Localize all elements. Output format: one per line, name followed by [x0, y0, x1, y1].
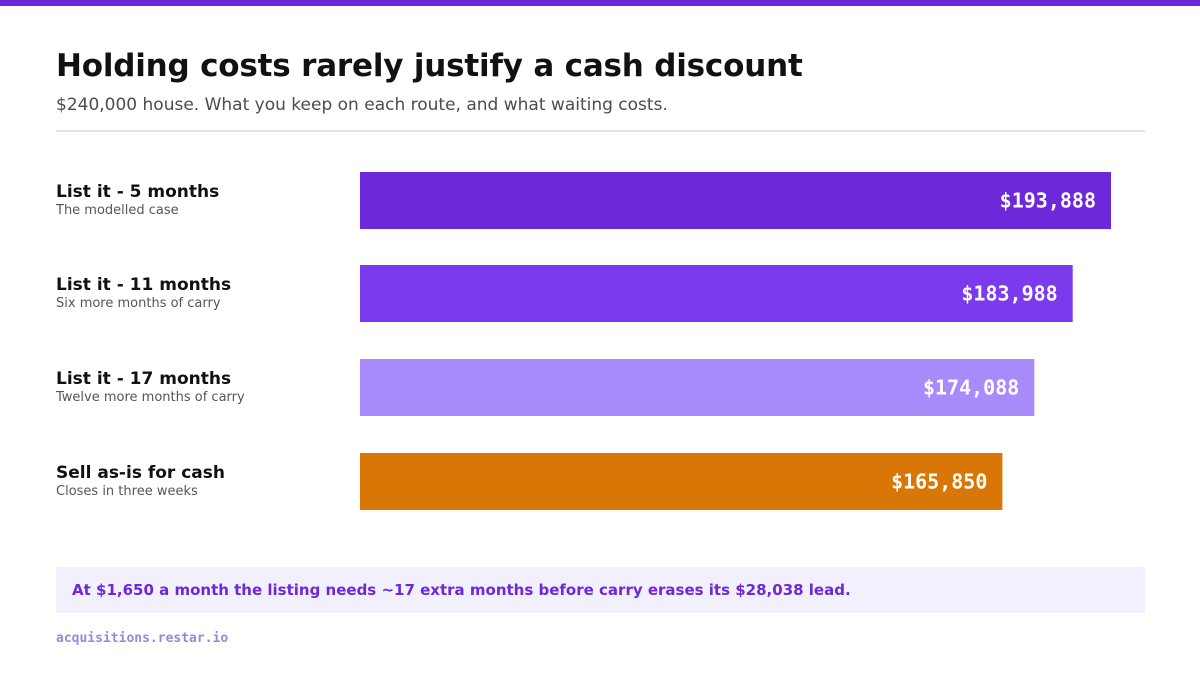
bar-value-label: $174,088 [923, 376, 1019, 400]
category-note: Closes in three weeks [56, 484, 198, 499]
bar [360, 265, 1073, 322]
category-label: List it - 11 months [56, 275, 232, 295]
category-note: Twelve more months of carry [56, 390, 245, 405]
category-label: List it - 17 months [56, 369, 232, 389]
bar-value-label: $193,888 [1000, 189, 1096, 213]
chart-subtitle: $240,000 house. What you keep on each ro… [56, 95, 668, 115]
bar [360, 359, 1035, 416]
category-note: The modelled case [56, 203, 179, 218]
row-label-group: List it - 5 months The modelled case [56, 182, 346, 220]
bar [360, 172, 1111, 229]
header-divider [56, 130, 1145, 132]
row-label-group: List it - 17 months Twelve more months o… [56, 369, 346, 407]
bar-value-label: $183,988 [961, 282, 1057, 306]
row-label-group: List it - 11 months Six more months of c… [56, 275, 346, 313]
category-note: Six more months of carry [56, 296, 221, 311]
chart-title: Holding costs rarely justify a cash disc… [56, 48, 803, 84]
bar-value-label: $165,850 [891, 470, 987, 494]
category-label: List it - 5 months [56, 182, 220, 202]
category-label: Sell as-is for cash [56, 463, 226, 483]
accent-top-bar [0, 0, 1200, 6]
bar [360, 453, 1003, 510]
callout-note: At $1,650 a month the listing needs ~17 … [56, 567, 1145, 613]
footer-url: acquisitions.restar.io [56, 631, 229, 646]
row-label-group: Sell as-is for cash Closes in three week… [56, 463, 346, 501]
